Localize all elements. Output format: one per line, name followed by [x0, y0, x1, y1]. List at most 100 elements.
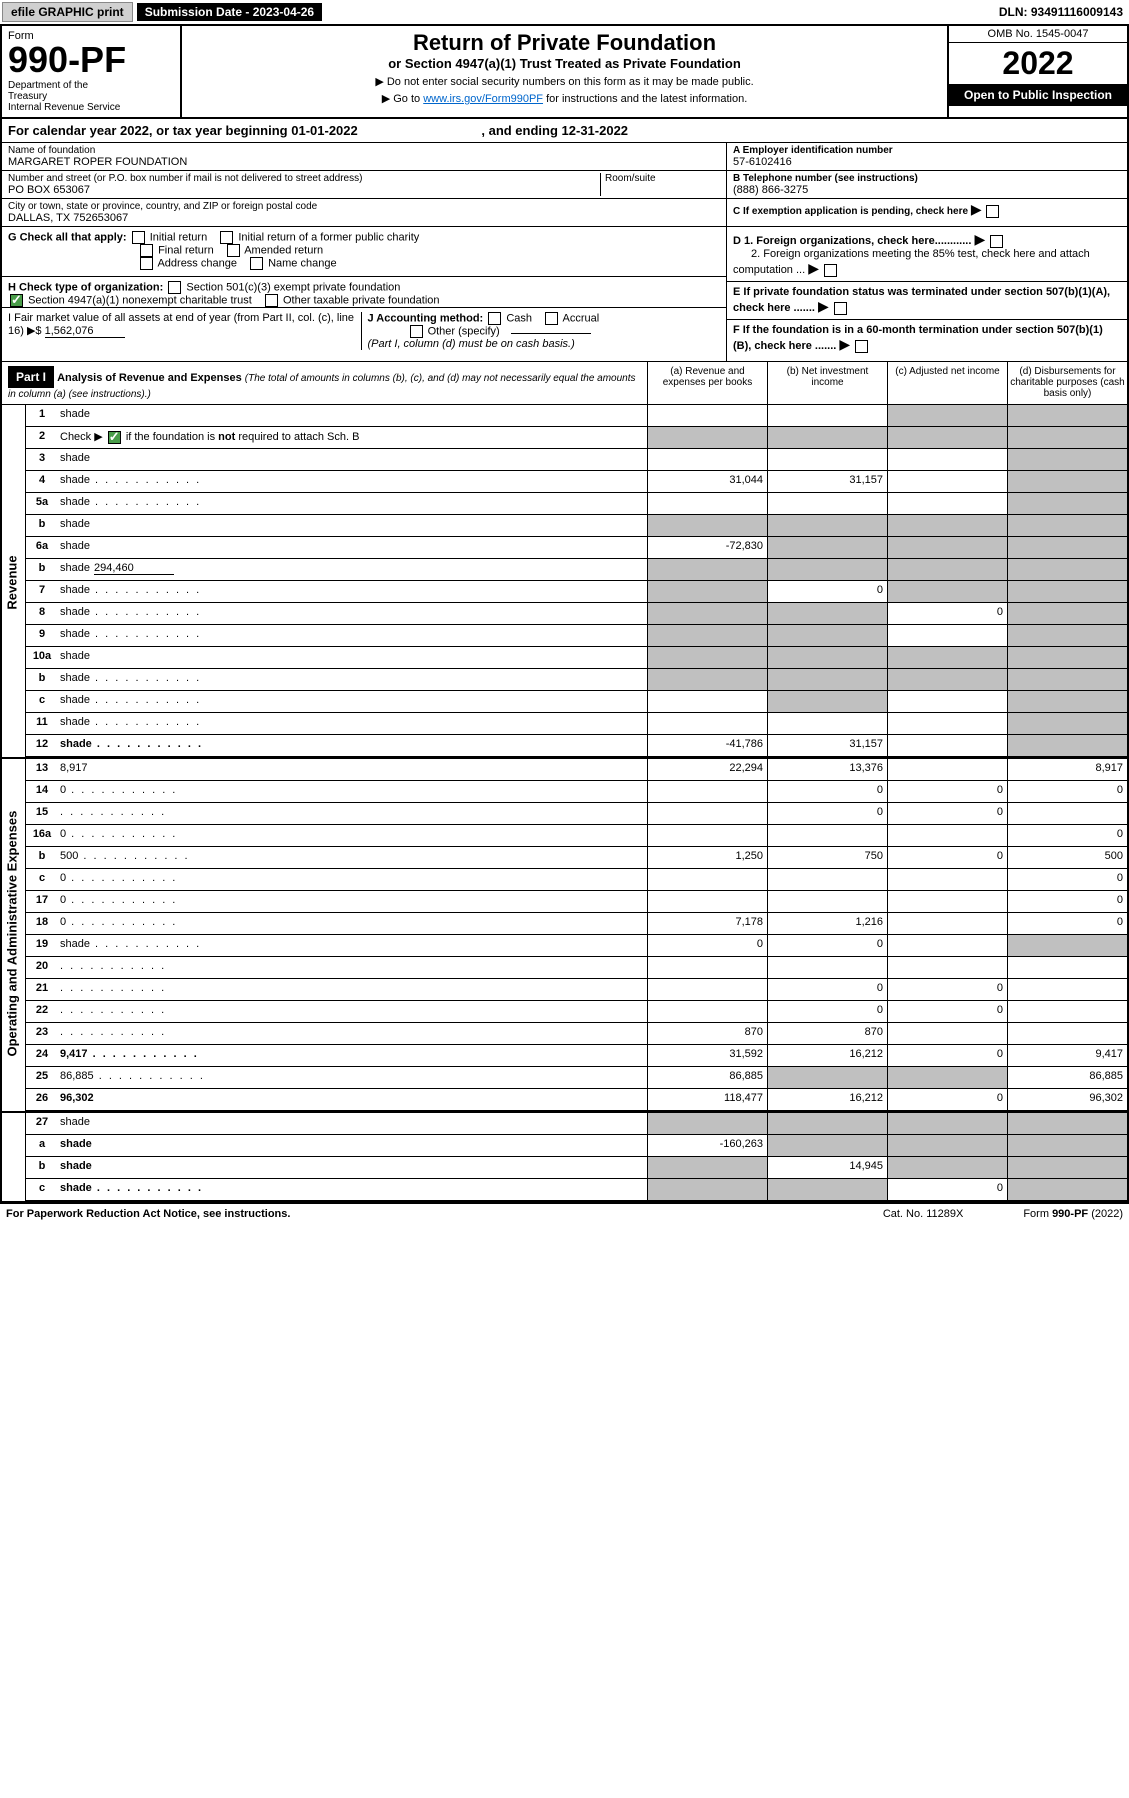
line-row: 10ashade	[26, 647, 1127, 669]
val-cell-c	[887, 1023, 1007, 1044]
val-cell-a	[647, 669, 767, 690]
g-initial-public-checkbox[interactable]	[220, 231, 233, 244]
val-cell-c: 0	[887, 979, 1007, 1000]
revenue-section: Revenue 1shade2Check ▶ if the foundation…	[2, 405, 1127, 757]
line-num: b	[26, 1157, 58, 1178]
g-opt-1: Initial return of a former public charit…	[238, 231, 419, 243]
irs-link[interactable]: www.irs.gov/Form990PF	[423, 93, 543, 105]
ein-label: A Employer identification number	[733, 145, 1121, 156]
val-cell-a	[647, 625, 767, 646]
h-4947-checkbox[interactable]	[10, 294, 23, 307]
j-accrual-checkbox[interactable]	[545, 312, 558, 325]
val-cell-d	[1007, 515, 1127, 536]
h-other-checkbox[interactable]	[265, 294, 278, 307]
d2-checkbox[interactable]	[824, 264, 837, 277]
efile-button[interactable]: efile GRAPHIC print	[2, 2, 133, 22]
val-cell-c	[887, 493, 1007, 514]
col-b-header: (b) Net investment income	[767, 362, 887, 404]
line-row: 1shade	[26, 405, 1127, 427]
val-cell-a: 86,885	[647, 1067, 767, 1088]
line-desc: shade	[58, 471, 647, 492]
val-cell-a	[647, 713, 767, 734]
val-cell-b: 0	[767, 1001, 887, 1022]
bottom-section: 27shadeashade-160,263bshade14,945cshade0	[2, 1111, 1127, 1201]
schb-checkbox[interactable]	[108, 431, 121, 444]
val-cell-a: -41,786	[647, 735, 767, 756]
val-cell-d	[1007, 581, 1127, 602]
val-cell-d: 0	[1007, 869, 1127, 890]
line-desc: shade	[58, 1157, 647, 1178]
revenue-label: Revenue	[5, 553, 20, 613]
val-cell-a	[647, 493, 767, 514]
line-num: 2	[26, 427, 58, 448]
f-label: F If the foundation is in a 60-month ter…	[733, 324, 1103, 352]
val-cell-d: 500	[1007, 847, 1127, 868]
val-cell-a: 1,250	[647, 847, 767, 868]
h-501c3-checkbox[interactable]	[168, 281, 181, 294]
line-row: 249,41731,59216,21209,417	[26, 1045, 1127, 1067]
line-row: c00	[26, 869, 1127, 891]
foundation-info: Name of foundation MARGARET ROPER FOUNDA…	[2, 143, 1127, 227]
f-row: F If the foundation is in a 60-month ter…	[727, 319, 1127, 357]
line-row: 19shade00	[26, 935, 1127, 957]
val-cell-c	[887, 559, 1007, 580]
e-checkbox[interactable]	[834, 302, 847, 315]
val-cell-a: 870	[647, 1023, 767, 1044]
val-cell-c	[887, 405, 1007, 426]
form-container: Form 990-PF Department of theTreasuryInt…	[0, 24, 1129, 1203]
d1-checkbox[interactable]	[990, 235, 1003, 248]
part1-title: Analysis of Revenue and Expenses	[57, 372, 242, 384]
val-cell-a	[647, 603, 767, 624]
val-cell-a: 31,044	[647, 471, 767, 492]
val-cell-a	[647, 405, 767, 426]
val-cell-c	[887, 669, 1007, 690]
c-checkbox[interactable]	[986, 205, 999, 218]
line-row: bshade	[26, 669, 1127, 691]
line-desc: shade294,460	[58, 559, 647, 580]
f-checkbox[interactable]	[855, 340, 868, 353]
val-cell-c	[887, 713, 1007, 734]
footer-right: Form 990-PF (2022)	[1023, 1208, 1123, 1220]
j-opt-2: Other (specify)	[428, 325, 500, 337]
d2-label: 2. Foreign organizations meeting the 85%…	[733, 248, 1090, 276]
line-num: 4	[26, 471, 58, 492]
line-row: b5001,2507500500	[26, 847, 1127, 869]
line-row: 16a00	[26, 825, 1127, 847]
val-cell-c: 0	[887, 1001, 1007, 1022]
line-num: 26	[26, 1089, 58, 1110]
val-cell-a: 22,294	[647, 759, 767, 780]
open-public: Open to Public Inspection	[949, 84, 1127, 106]
val-cell-b	[767, 405, 887, 426]
g-address-checkbox[interactable]	[140, 257, 153, 270]
g-final-checkbox[interactable]	[140, 244, 153, 257]
val-cell-d	[1007, 1179, 1127, 1200]
val-cell-b: 16,212	[767, 1089, 887, 1110]
val-cell-d	[1007, 1113, 1127, 1134]
line-desc: shade	[58, 625, 647, 646]
g-initial-checkbox[interactable]	[132, 231, 145, 244]
line-num: 1	[26, 405, 58, 426]
line-desc: shade	[58, 713, 647, 734]
line-num: b	[26, 847, 58, 868]
val-cell-a	[647, 1157, 767, 1178]
g-name-checkbox[interactable]	[250, 257, 263, 270]
val-cell-b	[767, 825, 887, 846]
line-num: c	[26, 869, 58, 890]
j-cash-checkbox[interactable]	[488, 312, 501, 325]
line-desc: shade	[58, 449, 647, 470]
line-row: 2586,88586,88586,885	[26, 1067, 1127, 1089]
j-opt-1: Accrual	[563, 312, 600, 324]
val-cell-a	[647, 781, 767, 802]
j-other-checkbox[interactable]	[410, 325, 423, 338]
line-desc: shade	[58, 1113, 647, 1134]
line-row: 8shade0	[26, 603, 1127, 625]
g-amended-checkbox[interactable]	[227, 244, 240, 257]
j-note: (Part I, column (d) must be on cash basi…	[368, 338, 575, 350]
val-cell-c: 0	[887, 847, 1007, 868]
val-cell-b: 0	[767, 979, 887, 1000]
city-cell: City or town, state or province, country…	[2, 199, 726, 226]
val-cell-c	[887, 515, 1007, 536]
line-row: 2696,302118,47716,212096,302	[26, 1089, 1127, 1111]
val-cell-b: 13,376	[767, 759, 887, 780]
line-num: 20	[26, 957, 58, 978]
